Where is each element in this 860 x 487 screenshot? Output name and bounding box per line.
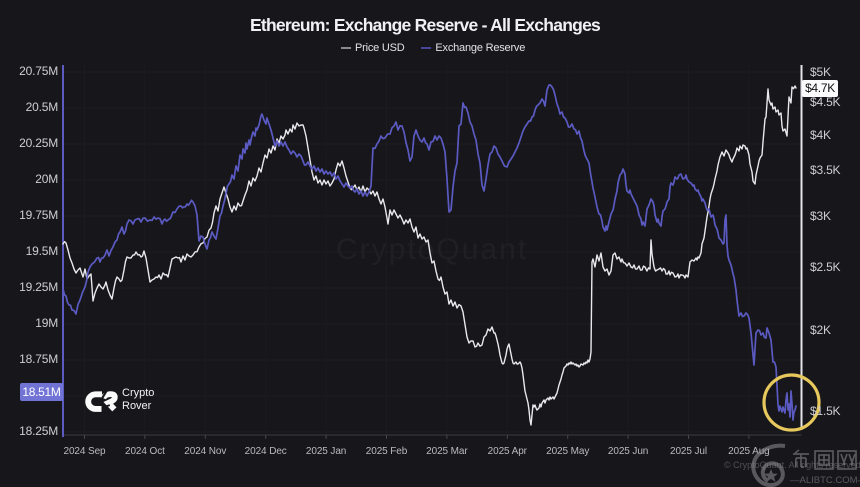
svg-text:—ALIBTC.COM—: —ALIBTC.COM— bbox=[790, 475, 860, 486]
